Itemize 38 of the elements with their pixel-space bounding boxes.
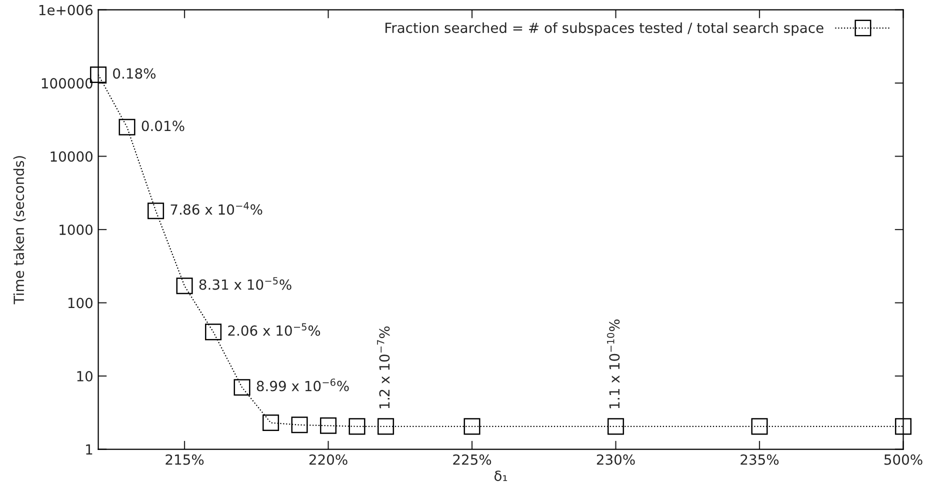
annotation: 0.01% bbox=[142, 120, 184, 132]
y-tick-label: 1e+006 bbox=[39, 4, 93, 16]
point bbox=[148, 202, 164, 220]
x-tick-label: 500% bbox=[884, 454, 922, 465]
y-tick-label: 100 bbox=[68, 298, 92, 308]
x-tick-label: 215% bbox=[166, 454, 204, 465]
y-tick-label: 1000 bbox=[60, 224, 92, 236]
x-tick-label: 220% bbox=[309, 454, 348, 465]
legend-label: Fraction searched = # of subspaces tested / total search space bbox=[386, 22, 824, 36]
point bbox=[348, 418, 366, 435]
x-tick-label: 225% bbox=[453, 454, 492, 465]
point bbox=[234, 379, 250, 396]
annotation: 1.1 x 10$^{−10}$% bbox=[606, 319, 620, 408]
y-axis-title: Time taken (seconds) bbox=[13, 156, 26, 304]
x-axis-title: δ₁ bbox=[494, 470, 508, 482]
point bbox=[464, 418, 480, 435]
point bbox=[751, 418, 768, 435]
point bbox=[378, 418, 394, 435]
point bbox=[291, 416, 308, 434]
point bbox=[176, 278, 193, 294]
annotation: 7.86 x 10$^{−4}$% bbox=[170, 202, 262, 215]
annotation: 1.2 x 10$^{−7}$% bbox=[377, 326, 390, 408]
point bbox=[262, 414, 280, 432]
annotation: 8.31 x 10$^{−5}$% bbox=[199, 277, 292, 290]
y-tick-label: 10 bbox=[77, 370, 92, 382]
y-tick-label: 100000 bbox=[42, 78, 92, 89]
point bbox=[894, 418, 912, 435]
point bbox=[205, 324, 222, 340]
annotation: 0.18% bbox=[113, 68, 156, 79]
point bbox=[118, 118, 136, 136]
y-tick-label: 10000 bbox=[50, 151, 92, 162]
annotation: 2.06 x 10$^{−5}$% bbox=[228, 323, 320, 336]
point bbox=[607, 418, 624, 435]
y-tick-label: 1 bbox=[86, 444, 92, 455]
point bbox=[320, 417, 337, 434]
x-tick-label: 230% bbox=[596, 454, 635, 465]
annotation: 8.99 x 10$^{−6}$% bbox=[256, 378, 349, 392]
x-tick-label: 235% bbox=[740, 454, 779, 465]
